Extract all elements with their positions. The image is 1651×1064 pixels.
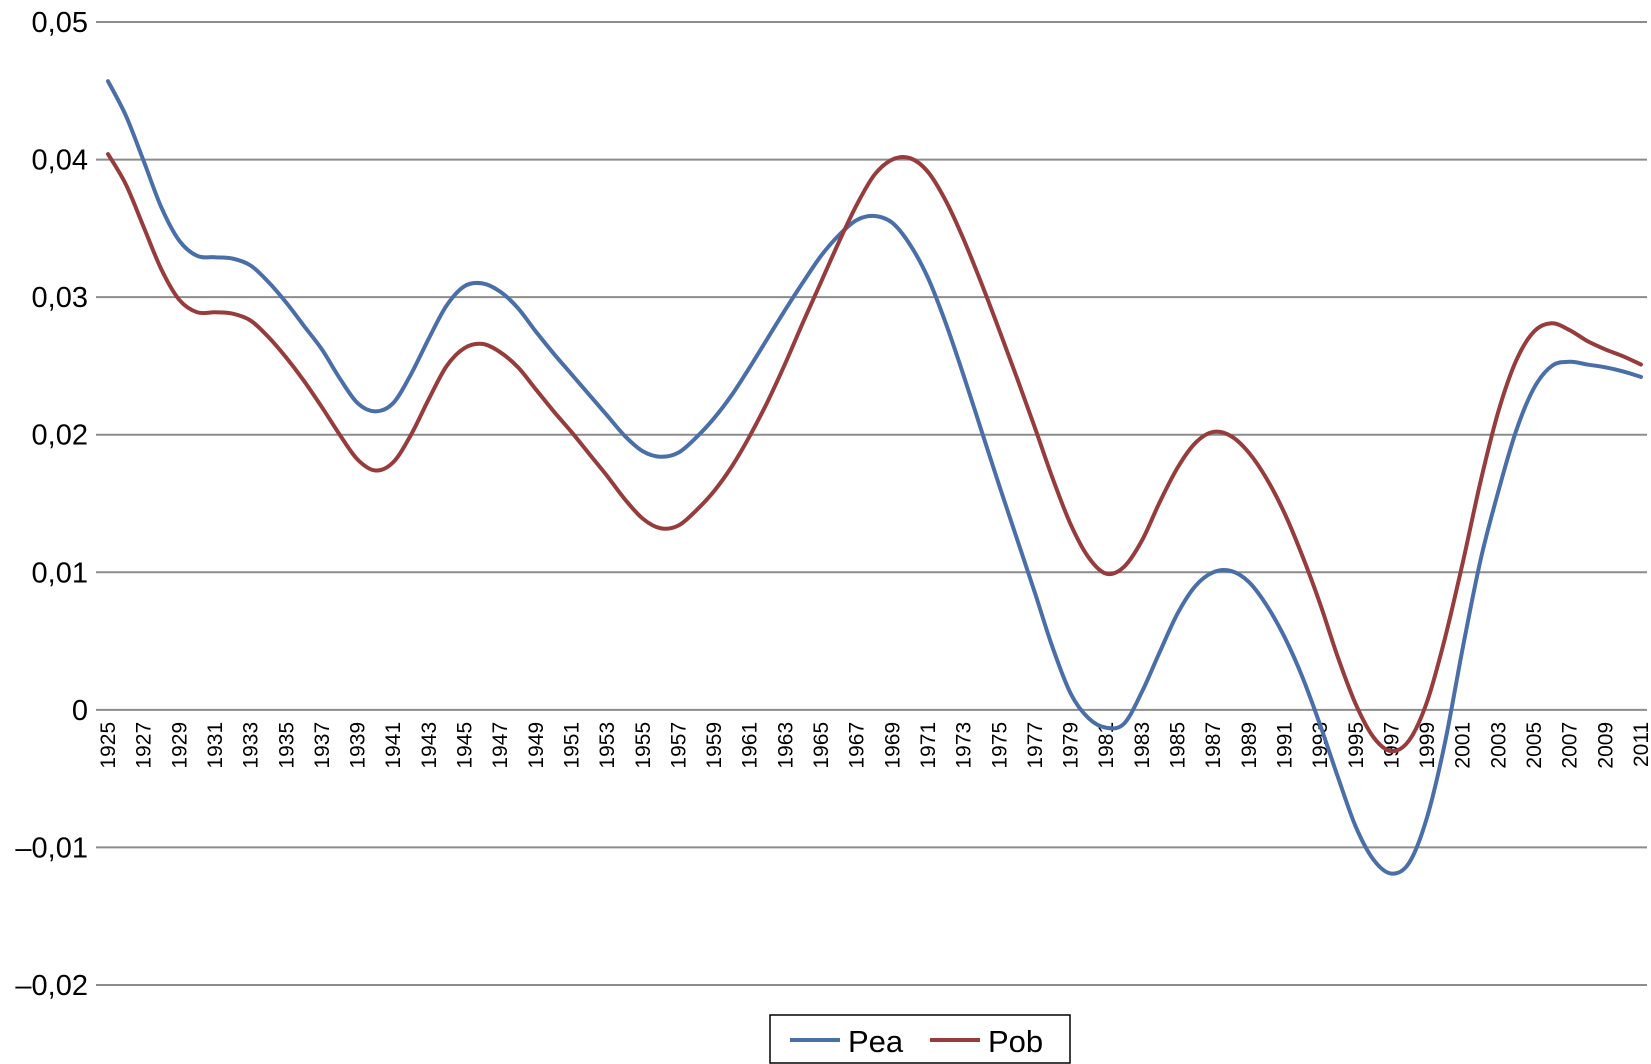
y-axis-tick-labels: 0,05 0,04 0,03 0,02 0,01 0 –0,01 –0,02 [15, 7, 88, 1002]
legend: Pea Pob [769, 1014, 1071, 1064]
x-tick-label: 1943 [418, 722, 441, 769]
x-tick-label: 1929 [168, 722, 191, 769]
x-tick-label: 1961 [739, 722, 762, 769]
data-series [106, 79, 1643, 876]
x-tick-label: 1945 [454, 722, 477, 769]
x-tick-label: 1937 [311, 722, 334, 769]
x-tick-label: 1963 [774, 722, 797, 769]
y-tick-label: 0 [72, 695, 88, 727]
x-tick-label: 1999 [1416, 722, 1439, 769]
x-tick-label: 1969 [881, 722, 904, 769]
x-tick-label: 2011 [1630, 722, 1651, 767]
y-tick-label: –0,01 [15, 832, 88, 864]
x-tick-label: 1933 [240, 722, 263, 769]
legend-label-pea: Pea [848, 1024, 904, 1059]
gridlines [96, 21, 1647, 986]
x-tick-label: 1993 [1309, 722, 1332, 769]
y-tick-label: 0,02 [32, 420, 88, 452]
y-tick-label: 0,04 [32, 145, 88, 177]
x-axis-tick-labels: 1925 1927 1929 1931 1933 1935 1937 1939 1941 1943… [97, 722, 1651, 769]
x-tick-label: 1997 [1380, 722, 1403, 769]
series-line-pob [106, 152, 1643, 754]
x-tick-label: 1955 [632, 722, 655, 769]
x-tick-label: 1967 [846, 722, 869, 769]
x-tick-label: 1971 [917, 722, 940, 769]
x-tick-label: 1927 [133, 722, 156, 769]
x-tick-label: 1985 [1167, 722, 1190, 769]
x-tick-label: 2009 [1594, 722, 1617, 769]
x-tick-label: 2005 [1523, 722, 1546, 769]
x-tick-label: 1973 [953, 722, 976, 769]
series-line-pea [106, 79, 1643, 876]
x-tick-label: 1925 [97, 722, 120, 769]
x-tick-label: 1953 [596, 722, 619, 769]
x-tick-label: 1949 [525, 722, 548, 769]
x-tick-label: 1957 [667, 722, 690, 769]
x-tick-label: 1987 [1202, 722, 1225, 769]
x-tick-label: 1981 [1095, 722, 1118, 769]
y-tick-label: –0,02 [15, 970, 88, 1002]
x-tick-label: 1947 [489, 722, 512, 769]
legend-label-pob: Pob [988, 1024, 1043, 1059]
x-tick-label: 1979 [1060, 722, 1083, 769]
x-tick-label: 1951 [560, 722, 583, 769]
x-tick-label: 1995 [1345, 722, 1368, 769]
x-tick-label: 1941 [382, 722, 405, 769]
y-tick-label: 0,05 [32, 7, 88, 39]
x-tick-label: 1965 [810, 722, 833, 769]
x-tick-label: 1977 [1024, 722, 1047, 769]
x-tick-label: 1939 [347, 722, 370, 769]
x-tick-label: 1959 [703, 722, 726, 769]
x-tick-label: 2003 [1487, 722, 1510, 769]
x-tick-label: 1989 [1238, 722, 1261, 769]
x-tick-label: 1991 [1273, 722, 1296, 769]
y-tick-label: 0,03 [32, 282, 88, 314]
x-tick-label: 2007 [1559, 722, 1582, 769]
x-tick-label: 1975 [988, 722, 1011, 769]
x-tick-label: 2001 [1452, 722, 1475, 769]
x-tick-label: 1931 [204, 722, 227, 769]
x-tick-label: 1983 [1131, 722, 1154, 769]
x-tick-label: 1935 [275, 722, 298, 769]
y-tick-label: 0,01 [32, 557, 88, 589]
